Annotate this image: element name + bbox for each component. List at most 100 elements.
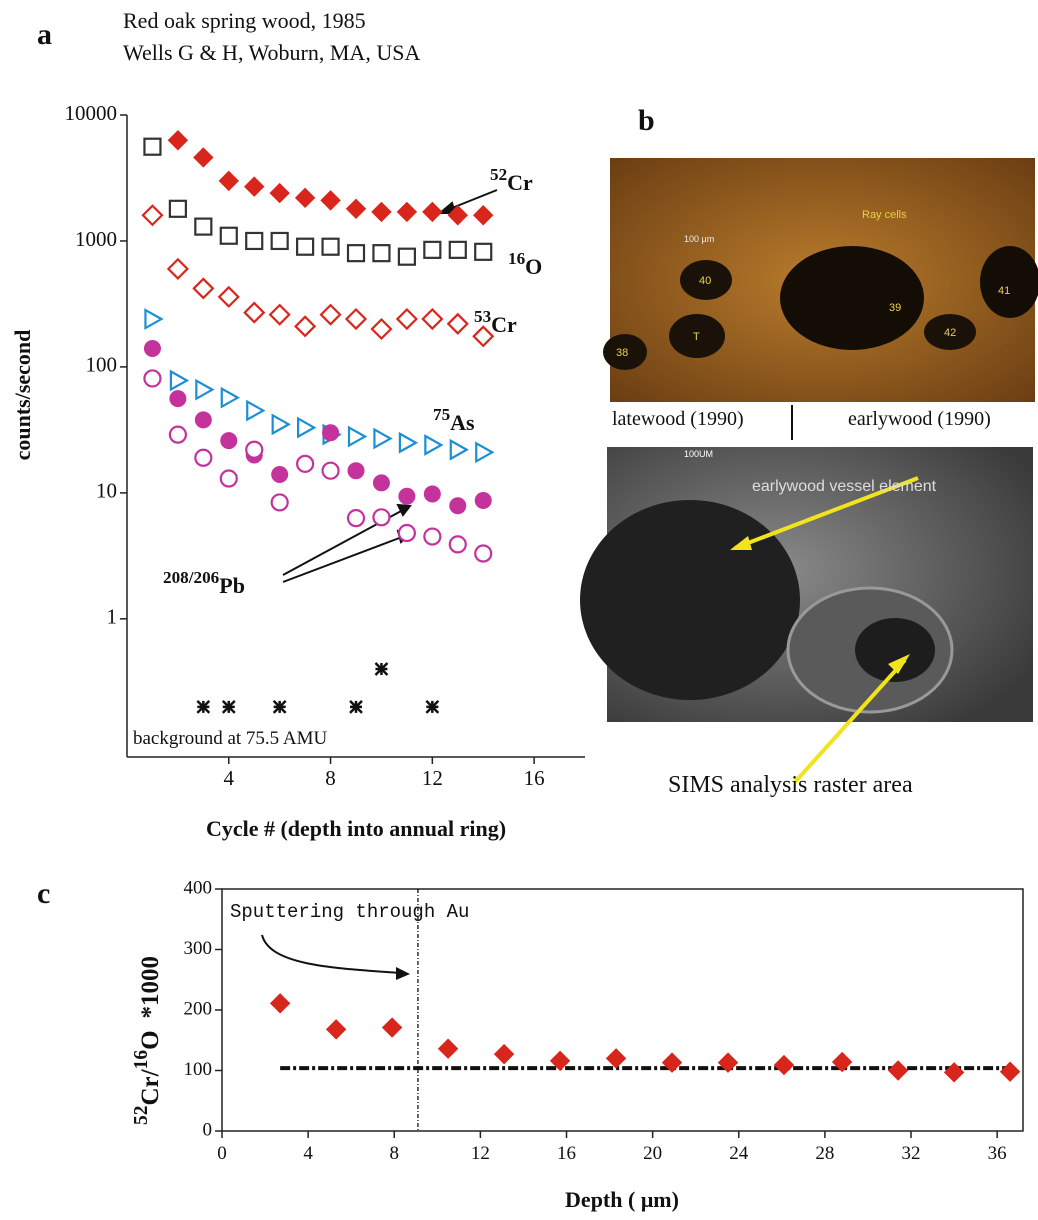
x-tick-label: 12: [471, 1143, 490, 1164]
point: [220, 386, 241, 409]
point: [661, 1052, 683, 1073]
point: [999, 1061, 1021, 1082]
point: [446, 312, 469, 335]
x-tick-label: 16: [524, 766, 545, 790]
point: [449, 497, 467, 515]
header-line: Red oak spring wood, 1985: [123, 8, 366, 33]
point: [196, 699, 211, 714]
y-tick-label: 100: [184, 1059, 213, 1080]
y-axis-label: counts/second: [10, 330, 35, 461]
point: [244, 176, 265, 197]
point: [448, 240, 467, 259]
point: [167, 130, 189, 151]
point: [269, 182, 290, 204]
annotation: 208/206Pb: [163, 568, 245, 598]
plot-frame: [221, 888, 1024, 1132]
point: [374, 662, 389, 676]
label-part: 53: [474, 307, 491, 326]
point: [169, 390, 187, 408]
point: [217, 285, 240, 308]
label-part: 75: [433, 405, 450, 424]
point: [395, 307, 418, 331]
label-part: 16: [508, 249, 526, 268]
point: [887, 1060, 909, 1081]
panel-label: b: [638, 104, 655, 137]
point: [245, 231, 264, 251]
panel-label: a: [37, 18, 52, 51]
x-tick-label: 20: [643, 1143, 662, 1164]
label-part: Pb: [219, 573, 245, 598]
point: [143, 137, 162, 156]
point: [296, 237, 315, 256]
y-tick-label: 10: [96, 479, 117, 503]
micrograph-bottom: [580, 447, 1033, 784]
point: [268, 303, 291, 326]
label-part: Cr: [491, 312, 517, 337]
y-tick-label: 200: [184, 998, 213, 1019]
annotation: 16O: [508, 249, 542, 279]
annotation: 52Cr/16O *1000: [131, 956, 164, 1125]
point: [349, 699, 363, 714]
point: [371, 201, 392, 223]
point: [474, 242, 493, 261]
micrograph-label: 39: [889, 302, 901, 314]
x-axis-label: Cycle # (depth into annual ring): [206, 816, 506, 841]
micrograph-label: 100 μm: [684, 234, 714, 244]
point: [423, 527, 442, 546]
x-tick-label: 4: [303, 1143, 313, 1164]
point: [141, 204, 164, 227]
point: [219, 469, 238, 488]
label-part: Cr: [507, 170, 533, 195]
point: [347, 425, 368, 448]
point: [381, 1017, 403, 1038]
x-tick-label: 8: [390, 1143, 400, 1164]
x-tick-label: 24: [729, 1143, 749, 1164]
point: [195, 378, 215, 401]
micrograph-label: 100UM: [684, 449, 713, 459]
point: [397, 247, 416, 266]
point: [346, 509, 366, 528]
point: [472, 325, 495, 348]
point: [297, 416, 317, 439]
point: [321, 237, 340, 256]
point: [493, 1043, 515, 1065]
point: [319, 303, 342, 326]
x-tick-label: 0: [217, 1143, 227, 1164]
annotation: Sputtering through Au: [230, 901, 469, 923]
point: [192, 277, 215, 300]
point: [322, 424, 340, 442]
point: [831, 1051, 853, 1073]
point: [143, 340, 161, 358]
x-tick-label: 16: [557, 1143, 576, 1164]
label-part: As: [450, 410, 475, 435]
point: [218, 170, 239, 192]
y-tick-label: 300: [184, 938, 213, 959]
point: [425, 699, 440, 714]
point: [271, 413, 291, 436]
arrow: [261, 934, 401, 974]
point: [166, 257, 189, 280]
micrograph-label: 42: [944, 327, 956, 339]
point: [943, 1062, 965, 1083]
label-part: 16: [131, 1050, 152, 1070]
point: [246, 399, 266, 422]
point: [448, 535, 467, 554]
annotation: 52Cr: [490, 165, 533, 195]
arrow-head: [396, 967, 410, 980]
point: [220, 432, 238, 450]
point: [321, 461, 340, 480]
micrograph-label: 41: [998, 285, 1010, 297]
point: [424, 434, 444, 456]
point: [143, 369, 162, 388]
y-tick-label: 10000: [65, 101, 118, 125]
point: [296, 454, 315, 473]
micrograph-label: 38: [616, 347, 628, 359]
point: [346, 244, 366, 263]
micrograph-caption: earlywood (1990): [848, 408, 991, 430]
point: [473, 205, 494, 226]
point: [168, 425, 187, 444]
point: [449, 438, 470, 461]
x-tick-label: 32: [902, 1143, 921, 1164]
micrograph-top: [603, 158, 1038, 402]
y-tick-label: 100: [86, 353, 118, 377]
